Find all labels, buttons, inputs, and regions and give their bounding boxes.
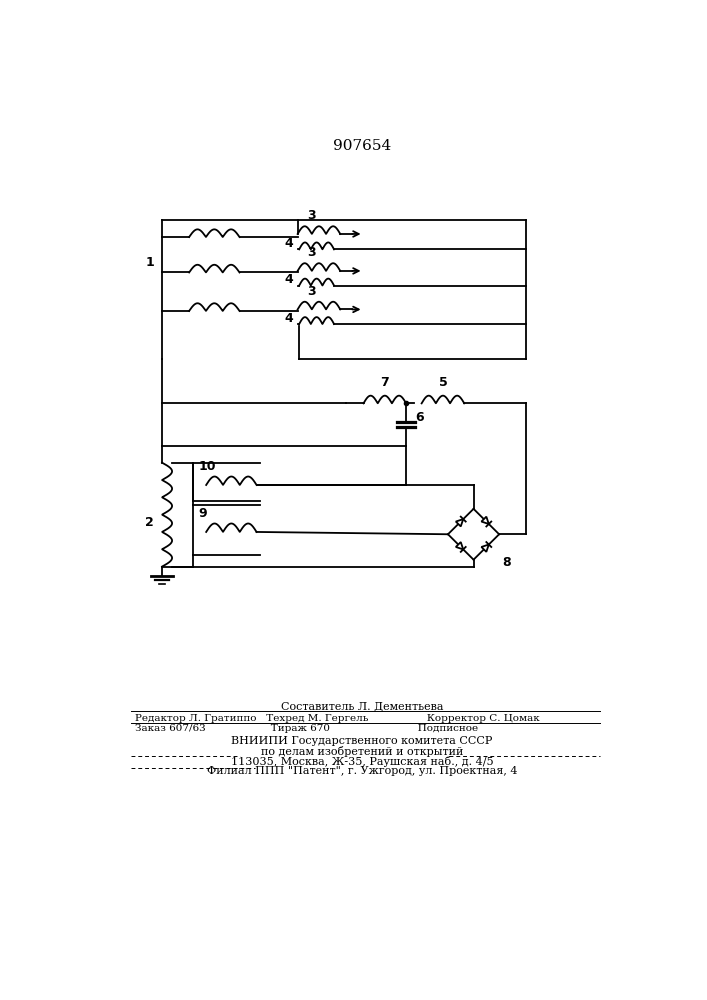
Text: ВНИИПИ Государственного комитета СССР: ВНИИПИ Государственного комитета СССР <box>231 736 493 746</box>
Polygon shape <box>456 542 463 549</box>
Text: по делам изобретений и открытий: по делам изобретений и открытий <box>261 746 463 757</box>
Text: 6: 6 <box>416 411 424 424</box>
Text: 8: 8 <box>502 556 511 569</box>
Text: 1: 1 <box>145 256 154 269</box>
Text: 9: 9 <box>199 507 207 520</box>
Text: Составитель Л. Дементьева: Составитель Л. Дементьева <box>281 701 443 711</box>
Text: 4: 4 <box>284 237 293 250</box>
Text: 7: 7 <box>380 376 389 389</box>
Text: 5: 5 <box>438 376 448 389</box>
Text: 4: 4 <box>284 312 293 325</box>
Text: Филиал ППП "Патент", г. Ужгород, ул. Проектная, 4: Филиал ППП "Патент", г. Ужгород, ул. Про… <box>206 766 518 776</box>
Polygon shape <box>456 519 463 526</box>
Text: 3: 3 <box>308 246 316 259</box>
Polygon shape <box>481 517 489 524</box>
Text: 2: 2 <box>145 516 154 529</box>
Text: 3: 3 <box>308 209 316 222</box>
Polygon shape <box>481 545 489 552</box>
Text: 3: 3 <box>308 285 316 298</box>
Text: Заказ 607/63                    Тираж 670                           Подписное: Заказ 607/63 Тираж 670 Подписное <box>135 724 478 733</box>
Text: 907654: 907654 <box>333 139 391 153</box>
Text: 4: 4 <box>284 273 293 286</box>
Text: 10: 10 <box>199 460 216 473</box>
Text: Редактор Л. Гратиппо   Техред М. Гергель                  Корректор С. Цомак: Редактор Л. Гратиппо Техред М. Гергель К… <box>135 714 539 723</box>
Text: 113035, Москва, Ж-35, Раушская наб., д. 4/5: 113035, Москва, Ж-35, Раушская наб., д. … <box>230 756 493 767</box>
